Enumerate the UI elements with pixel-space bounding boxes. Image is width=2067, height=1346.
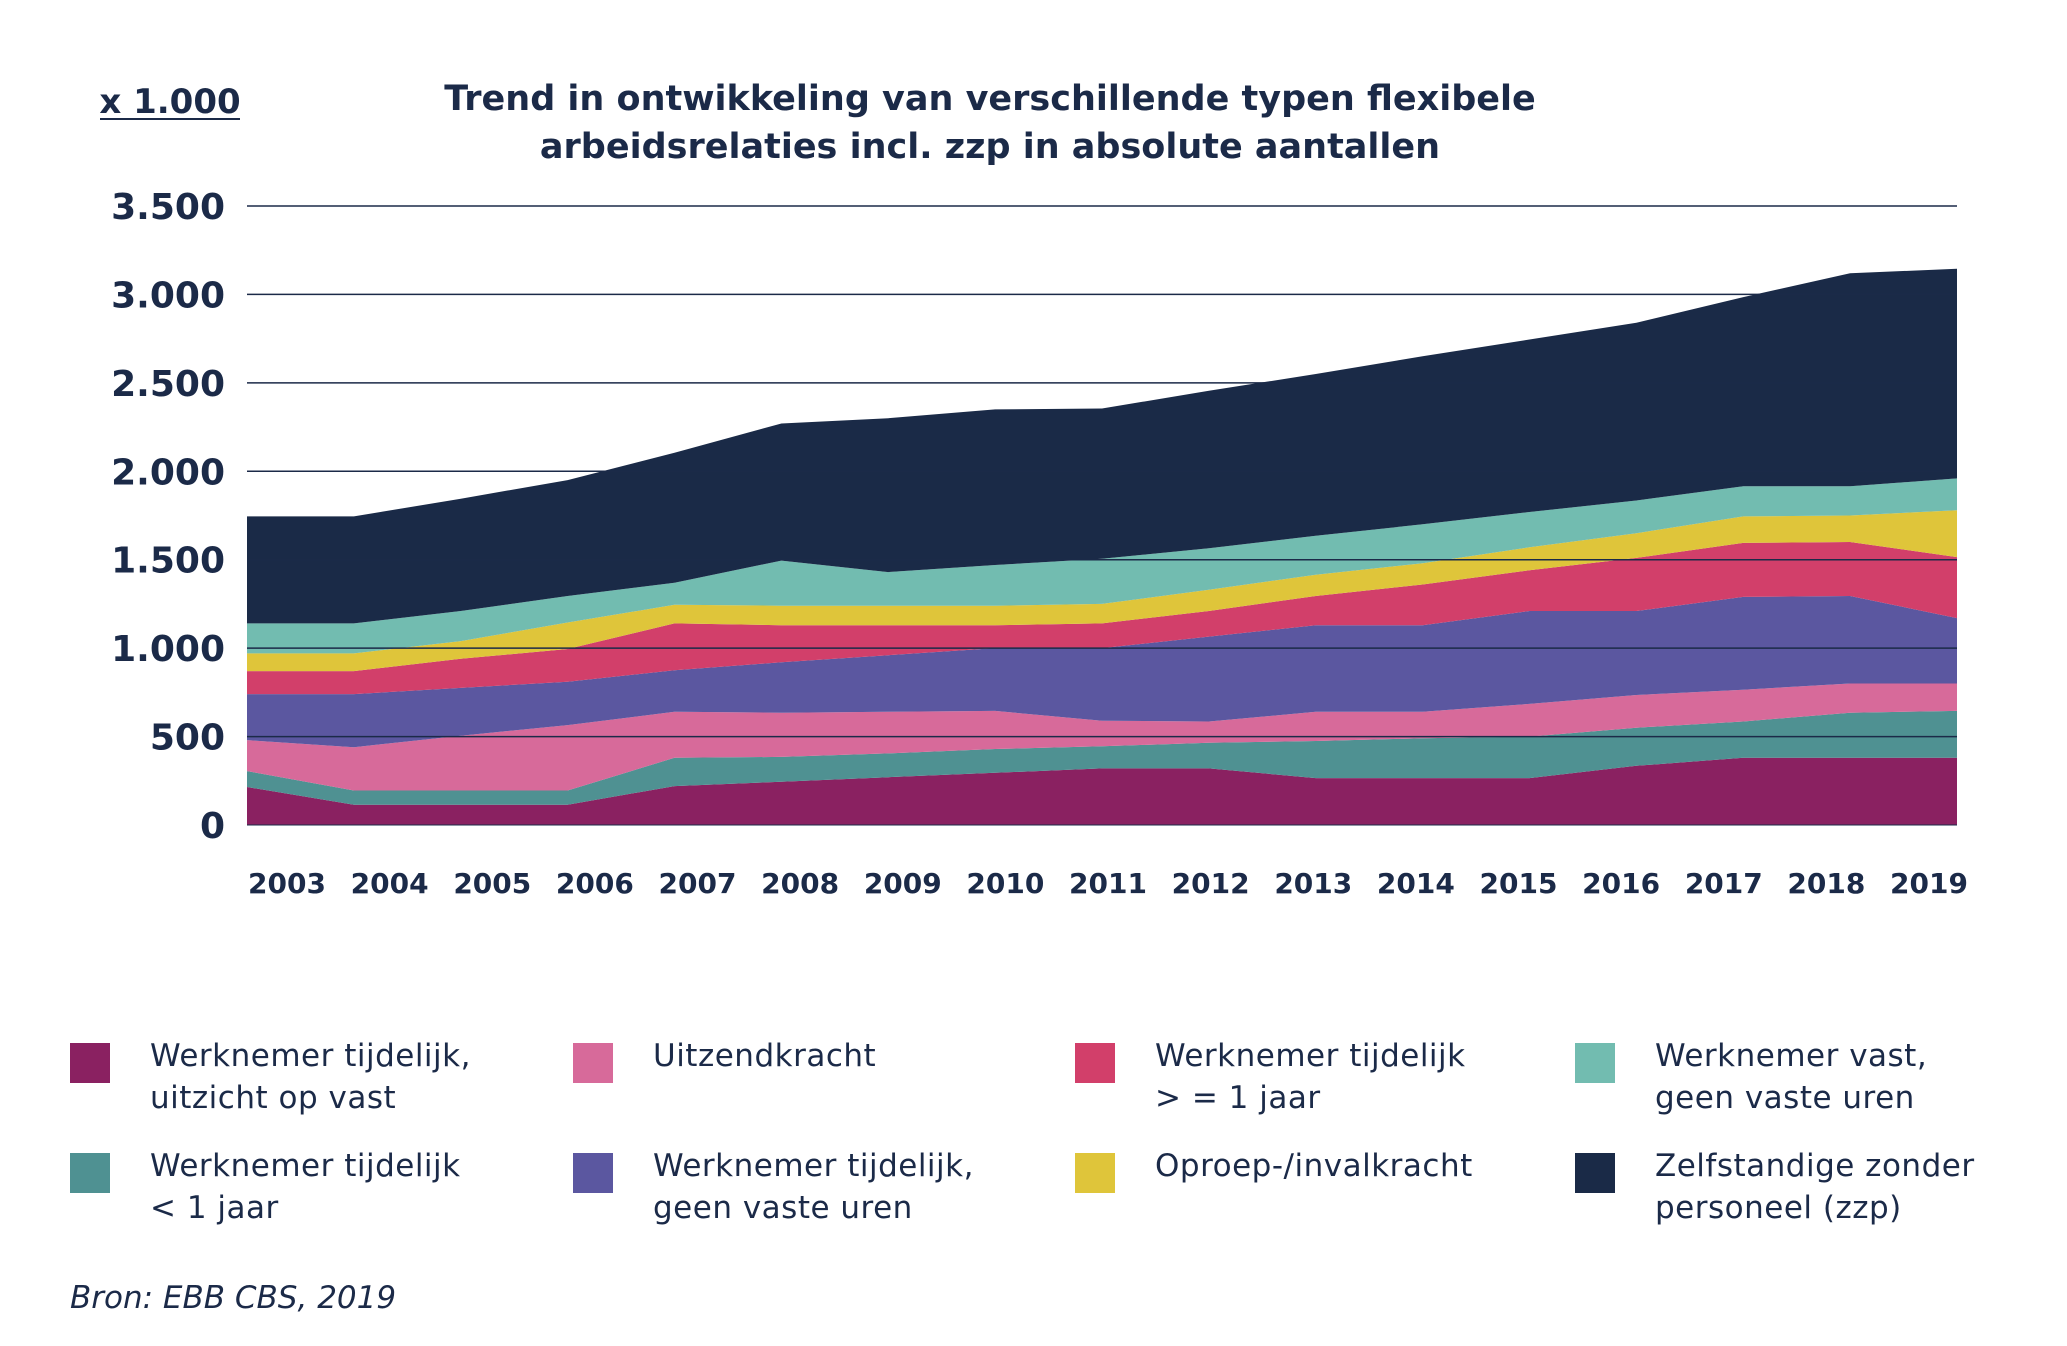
x-tick-label: 2010 xyxy=(966,867,1044,900)
legend-label: Werknemer tijdelijk > = 1 jaar xyxy=(1155,1038,1466,1116)
x-tick-label: 2006 xyxy=(556,867,634,900)
legend-item: Werknemer tijdelijk < 1 jaar xyxy=(70,1145,540,1245)
area-series-7 xyxy=(247,478,1957,654)
legend-label: Werknemer tijdelijk, uitzicht op vast xyxy=(150,1038,471,1116)
legend-label: Werknemer tijdelijk < 1 jaar xyxy=(150,1148,461,1226)
y-tick-label: 2.000 xyxy=(111,452,225,493)
y-tick-label: 1.500 xyxy=(111,541,225,582)
legend-swatch xyxy=(1075,1043,1115,1083)
y-tick-label: 0 xyxy=(200,806,225,847)
y-tick-label: 1.000 xyxy=(111,629,225,670)
x-tick-label: 2008 xyxy=(761,867,839,900)
y-tick-label: 500 xyxy=(150,718,225,759)
x-tick-label: 2015 xyxy=(1480,867,1558,900)
chart-title: Trend in ontwikkeling van verschillende … xyxy=(444,79,1536,167)
x-tick-label: 2016 xyxy=(1582,867,1660,900)
legend-label: Werknemer vast, geen vaste uren xyxy=(1655,1038,1928,1116)
legend-item: Uitzendkracht xyxy=(573,1035,1043,1135)
legend-item: Werknemer tijdelijk, geen vaste uren xyxy=(573,1145,1043,1245)
y-unit-label: x 1.000 xyxy=(99,82,240,122)
x-tick-label: 2009 xyxy=(864,867,942,900)
legend-label: Oproep-/invalkracht xyxy=(1155,1148,1473,1184)
legend-swatch xyxy=(573,1043,613,1083)
source-note: Bron: EBB CBS, 2019 xyxy=(70,1280,397,1316)
x-tick-label: 2017 xyxy=(1685,867,1763,900)
x-tick-label: 2004 xyxy=(351,867,429,900)
area-series-4 xyxy=(247,596,1957,748)
legend-label: Uitzendkracht xyxy=(653,1038,877,1074)
legend-swatch xyxy=(1075,1153,1115,1193)
x-tick-label: 2019 xyxy=(1890,867,1968,900)
x-tick-label: 2007 xyxy=(659,867,737,900)
legend-item: Werknemer vast, geen vaste uren xyxy=(1575,1035,2045,1135)
area-series-6 xyxy=(247,510,1957,672)
area-series-2 xyxy=(247,710,1957,805)
legend-swatch xyxy=(573,1153,613,1193)
legend-swatch xyxy=(1575,1153,1615,1193)
legend-item: Oproep-/invalkracht xyxy=(1075,1145,1545,1245)
legend-item: Werknemer tijdelijk, uitzicht op vast xyxy=(70,1035,540,1135)
area-series-1 xyxy=(247,757,1957,825)
x-tick-label: 2005 xyxy=(453,867,531,900)
legend-swatch xyxy=(70,1043,110,1083)
x-tick-label: 2003 xyxy=(248,867,326,900)
legend-label: Werknemer tijdelijk, geen vaste uren xyxy=(653,1148,974,1226)
x-tick-label: 2018 xyxy=(1787,867,1865,900)
y-tick-label: 3.000 xyxy=(111,275,225,316)
area-series-5 xyxy=(247,542,1957,695)
legend-swatch xyxy=(1575,1043,1615,1083)
x-tick-label: 2014 xyxy=(1377,867,1455,900)
y-tick-label: 3.500 xyxy=(111,187,225,228)
x-tick-label: 2013 xyxy=(1274,867,1352,900)
legend-item: Zelfstandige zonder personeel (zzp) xyxy=(1575,1145,2045,1245)
x-tick-label: 2012 xyxy=(1172,867,1250,900)
y-tick-label: 2.500 xyxy=(111,364,225,405)
legend-swatch xyxy=(70,1153,110,1193)
legend-label: Zelfstandige zonder personeel (zzp) xyxy=(1655,1148,1975,1226)
x-tick-label: 2011 xyxy=(1069,867,1147,900)
legend-item: Werknemer tijdelijk > = 1 jaar xyxy=(1075,1035,1545,1135)
area-series-8 xyxy=(247,268,1957,624)
